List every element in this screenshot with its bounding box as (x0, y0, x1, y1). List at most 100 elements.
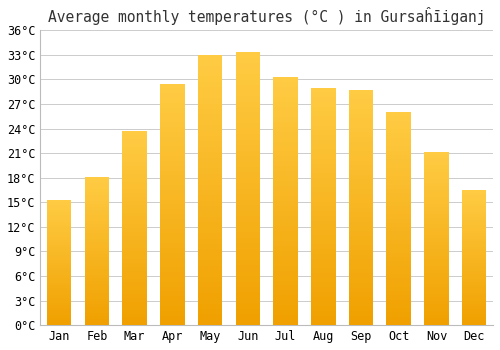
Bar (274, 141, 298, 146)
Bar (198, 190, 222, 195)
Bar (424, 235, 448, 238)
Bar (348, 132, 374, 137)
Bar (348, 217, 374, 222)
Bar (462, 285, 486, 287)
Bar (386, 180, 411, 184)
Bar (274, 97, 298, 102)
Bar (424, 284, 448, 287)
Bar (348, 184, 374, 189)
Bar (47, 202, 72, 205)
Bar (311, 140, 336, 145)
Bar (274, 236, 298, 241)
Bar (198, 98, 222, 104)
Bar (348, 203, 374, 208)
Bar (462, 217, 486, 220)
Bar (84, 251, 109, 254)
Bar (424, 262, 448, 266)
Bar (122, 170, 147, 174)
Bar (386, 129, 411, 133)
Bar (424, 318, 448, 322)
Bar (424, 280, 448, 284)
Bar (462, 255, 486, 258)
Bar (348, 255, 374, 259)
Bar (386, 121, 411, 125)
Bar (386, 219, 411, 223)
Bar (424, 221, 448, 224)
Bar (311, 259, 336, 264)
Bar (122, 139, 147, 143)
Bar (198, 168, 222, 174)
Bar (84, 269, 109, 272)
Bar (47, 305, 72, 308)
Bar (47, 273, 72, 275)
Bar (311, 164, 336, 168)
Bar (198, 212, 222, 217)
Bar (84, 189, 109, 192)
Bar (348, 114, 374, 118)
Bar (424, 186, 448, 190)
Bar (122, 275, 147, 279)
Bar (348, 189, 374, 194)
Bar (122, 174, 147, 178)
Bar (84, 310, 109, 313)
Bar (122, 294, 147, 298)
Bar (198, 276, 222, 282)
Bar (274, 112, 298, 117)
Bar (160, 156, 184, 161)
Bar (236, 254, 260, 260)
Bar (84, 204, 109, 206)
Bar (274, 206, 298, 211)
Bar (47, 225, 72, 228)
Bar (462, 198, 486, 201)
Bar (160, 287, 184, 291)
Bar (462, 241, 486, 244)
Bar (424, 169, 448, 172)
Bar (386, 210, 411, 215)
Bar (424, 287, 448, 290)
Bar (122, 131, 147, 135)
Bar (311, 264, 336, 268)
Bar (122, 220, 147, 224)
Bar (274, 216, 298, 221)
Bar (311, 178, 336, 183)
Bar (462, 206, 486, 209)
Bar (348, 165, 374, 170)
Bar (424, 294, 448, 298)
Bar (236, 145, 260, 150)
Bar (47, 222, 72, 225)
Bar (122, 162, 147, 166)
Bar (462, 263, 486, 266)
Bar (462, 212, 486, 214)
Bar (160, 233, 184, 238)
Bar (47, 267, 72, 270)
Bar (386, 206, 411, 210)
Bar (311, 316, 336, 321)
Bar (274, 152, 298, 156)
Bar (386, 215, 411, 219)
Bar (462, 231, 486, 233)
Bar (348, 142, 374, 147)
Bar (198, 255, 222, 260)
Bar (122, 135, 147, 139)
Bar (122, 212, 147, 216)
Bar (198, 55, 222, 60)
Bar (160, 195, 184, 200)
Bar (122, 282, 147, 286)
Bar (348, 208, 374, 212)
Bar (424, 249, 448, 252)
Bar (424, 176, 448, 179)
Bar (274, 132, 298, 136)
Bar (198, 228, 222, 233)
Bar (311, 292, 336, 297)
Bar (160, 84, 184, 88)
Bar (462, 317, 486, 320)
Bar (348, 222, 374, 226)
Bar (311, 173, 336, 178)
Bar (462, 258, 486, 260)
Bar (84, 192, 109, 195)
Bar (274, 102, 298, 107)
Bar (311, 131, 336, 135)
Bar (274, 241, 298, 246)
Bar (274, 107, 298, 112)
Bar (424, 179, 448, 183)
